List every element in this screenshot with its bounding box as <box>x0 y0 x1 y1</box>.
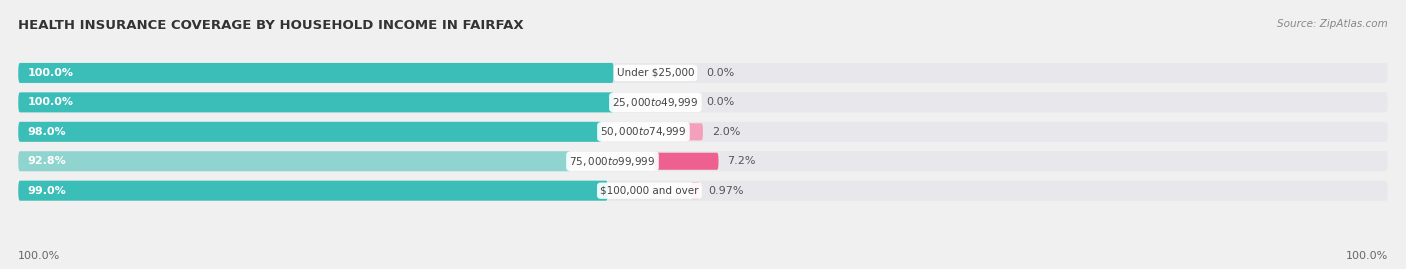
FancyBboxPatch shape <box>18 63 1388 83</box>
Text: HEALTH INSURANCE COVERAGE BY HOUSEHOLD INCOME IN FAIRFAX: HEALTH INSURANCE COVERAGE BY HOUSEHOLD I… <box>18 19 524 32</box>
Text: 0.0%: 0.0% <box>706 97 734 107</box>
Text: 0.0%: 0.0% <box>706 68 734 78</box>
FancyBboxPatch shape <box>18 122 1388 142</box>
Text: 100.0%: 100.0% <box>1346 251 1388 261</box>
Text: 0.97%: 0.97% <box>709 186 744 196</box>
Text: $25,000 to $49,999: $25,000 to $49,999 <box>612 96 699 109</box>
Text: 99.0%: 99.0% <box>27 186 66 196</box>
FancyBboxPatch shape <box>654 153 718 170</box>
Legend: With Coverage, Without Coverage: With Coverage, Without Coverage <box>572 267 834 269</box>
FancyBboxPatch shape <box>18 63 613 83</box>
FancyBboxPatch shape <box>685 123 703 140</box>
Text: $50,000 to $74,999: $50,000 to $74,999 <box>600 125 686 138</box>
FancyBboxPatch shape <box>18 122 602 142</box>
Text: 100.0%: 100.0% <box>27 68 73 78</box>
Text: Under $25,000: Under $25,000 <box>617 68 695 78</box>
Text: $100,000 and over: $100,000 and over <box>600 186 699 196</box>
FancyBboxPatch shape <box>18 151 1388 171</box>
FancyBboxPatch shape <box>18 181 607 201</box>
Text: 7.2%: 7.2% <box>727 156 756 166</box>
Text: $75,000 to $99,999: $75,000 to $99,999 <box>569 155 655 168</box>
FancyBboxPatch shape <box>18 181 1388 201</box>
Text: 100.0%: 100.0% <box>18 251 60 261</box>
FancyBboxPatch shape <box>18 151 571 171</box>
Text: 2.0%: 2.0% <box>711 127 741 137</box>
Text: 92.8%: 92.8% <box>27 156 66 166</box>
FancyBboxPatch shape <box>692 182 700 199</box>
FancyBboxPatch shape <box>18 92 1388 112</box>
FancyBboxPatch shape <box>18 92 613 112</box>
Text: 100.0%: 100.0% <box>27 97 73 107</box>
Text: 98.0%: 98.0% <box>27 127 66 137</box>
Text: Source: ZipAtlas.com: Source: ZipAtlas.com <box>1277 19 1388 29</box>
